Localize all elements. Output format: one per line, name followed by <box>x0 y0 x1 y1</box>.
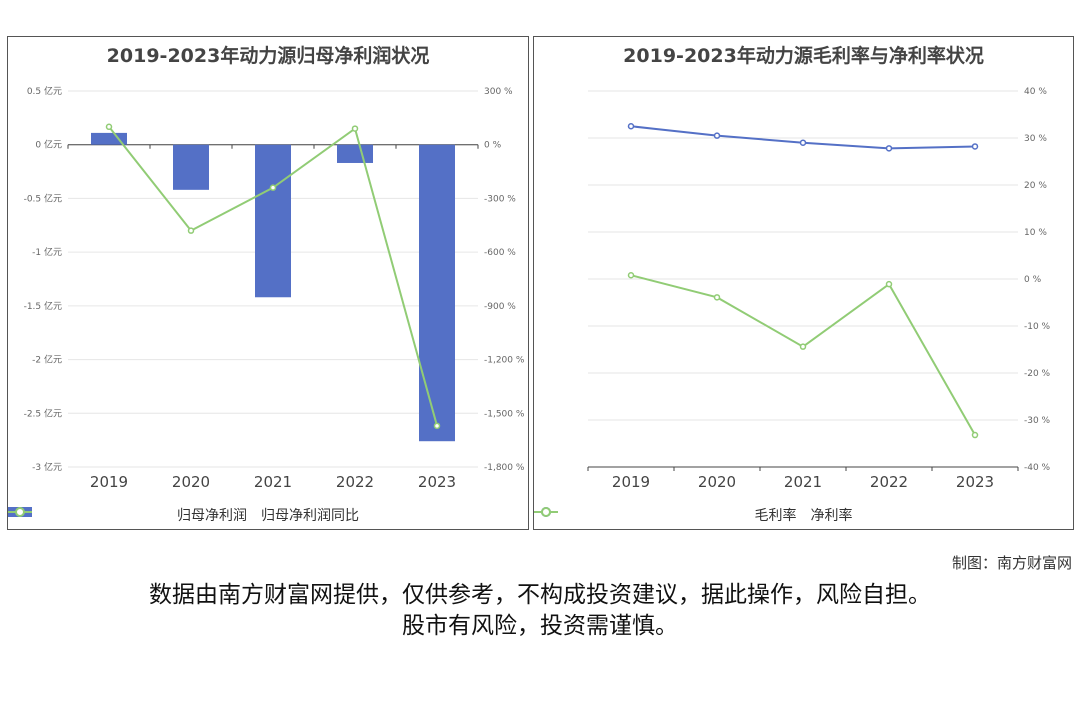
disclaimer: 数据由南方财富网提供，仅供参考，不构成投资建议，据此操作，风险自担。 股市有风险… <box>0 580 1080 642</box>
point-net-profit-yoy-2021 <box>269 184 277 191</box>
x-tick-label: 2021 <box>254 473 292 491</box>
x-tick-label: 2022 <box>870 473 908 491</box>
left-chart-title: 2019-2023年动力源归母净利润状况 <box>106 45 430 67</box>
legend-item-net-profit[interactable]: 归母净利润 <box>8 505 247 525</box>
y-left-tick-label: -2 亿元 <box>32 354 62 366</box>
right-chart-canvas: 40 % 30 % 20 % 10 % 0 % -10 % -20 % -30 % -40 % 2… <box>587 87 1051 491</box>
bar-net-profit-2019 <box>91 132 127 145</box>
right-chart-legend: 毛利率 净利率 <box>534 505 1073 525</box>
y-right-tick-label: 30 % <box>1024 134 1047 144</box>
point-net-margin-2023 <box>971 431 979 439</box>
point-gross-margin-2019 <box>627 123 635 130</box>
legend-item-net-profit-yoy[interactable]: 归母净利润同比 <box>8 505 359 525</box>
bar-net-profit-2022 <box>337 144 373 163</box>
bar-net-profit-2021 <box>255 144 291 298</box>
y-right-tick-label: -1,200 % <box>484 356 525 366</box>
point-net-margin-2019 <box>627 271 635 279</box>
legend-label: 净利率 <box>810 508 853 524</box>
x-tick-label: 2020 <box>698 473 736 491</box>
legend-label: 归母净利润 <box>177 508 247 524</box>
point-net-profit-yoy-2022 <box>351 125 359 132</box>
y-right-tick-label: 300 % <box>484 87 513 97</box>
y-left-tick-label: -2.5 亿元 <box>24 407 62 419</box>
point-gross-margin-2022 <box>885 145 893 152</box>
legend-item-net-margin[interactable]: 净利率 <box>534 505 853 525</box>
bar-net-profit-2020 <box>173 144 209 190</box>
y-right-tick-label: 20 % <box>1024 181 1047 191</box>
legend-line-swatch <box>534 507 558 517</box>
y-right-tick-label: -900 % <box>484 302 516 312</box>
left-chart-canvas: 0.5 亿元 300 % 0 亿元 0 % -0.5 亿元 -300 % -1 亿元 -600… <box>24 85 525 491</box>
x-tick-label: 2023 <box>418 473 456 491</box>
legend-label: 归母净利润同比 <box>261 508 359 524</box>
y-right-tick-label: -1,500 % <box>484 409 525 419</box>
right-chart-title: 2019-2023年动力源毛利率与净利率状况 <box>623 45 984 67</box>
y-left-tick-label: -1.5 亿元 <box>24 300 62 312</box>
line-net-margin <box>630 274 976 436</box>
x-tick-label: 2020 <box>172 473 210 491</box>
y-right-tick-label: -600 % <box>484 248 516 258</box>
bar-net-profit-2023 <box>419 144 455 442</box>
y-right-tick-label: -40 % <box>1024 463 1051 473</box>
point-net-margin-2021 <box>799 343 807 350</box>
x-tick-label: 2022 <box>336 473 374 491</box>
left-chart-legend: 归母净利润 归母净利润同比 <box>8 505 528 525</box>
y-left-tick-label: -0.5 亿元 <box>24 192 62 204</box>
chart-credit: 制图：南方财富网 <box>951 554 1072 572</box>
x-tick-label: 2019 <box>90 473 128 491</box>
y-right-tick-label: -1,800 % <box>484 463 525 473</box>
y-left-tick-label: 0 亿元 <box>35 139 62 151</box>
point-gross-margin-2023 <box>971 143 979 150</box>
point-net-margin-2020 <box>713 294 721 301</box>
y-right-tick-label: 0 % <box>1024 275 1042 285</box>
y-right-tick-label: 10 % <box>1024 228 1047 238</box>
y-right-tick-label: -10 % <box>1024 322 1051 332</box>
x-tick-label: 2021 <box>784 473 822 491</box>
y-right-tick-label: -20 % <box>1024 369 1051 379</box>
left-chart-panel: 0.5 亿元 300 % 0 亿元 0 % -0.5 亿元 -300 % -1 亿元 -600… <box>7 36 529 530</box>
y-left-tick-label: -1 亿元 <box>32 246 62 258</box>
x-tick-label: 2023 <box>956 473 994 491</box>
disclaimer-line-1: 数据由南方财富网提供，仅供参考，不构成投资建议，据此操作，风险自担。 <box>149 582 931 608</box>
point-net-profit-yoy-2023 <box>433 422 441 430</box>
y-right-tick-label: 0 % <box>484 141 502 151</box>
point-gross-margin-2020 <box>713 132 721 139</box>
x-tick-label: 2019 <box>612 473 650 491</box>
legend-line-swatch <box>8 507 32 517</box>
y-right-tick-label: -30 % <box>1024 416 1051 426</box>
point-net-profit-yoy-2020 <box>187 227 195 234</box>
point-gross-margin-2021 <box>799 139 807 146</box>
y-left-tick-label: -3 亿元 <box>32 461 62 473</box>
disclaimer-line-2: 股市有风险，投资需谨慎。 <box>402 613 678 639</box>
y-left-tick-label: 0.5 亿元 <box>27 85 62 97</box>
point-net-margin-2022 <box>885 280 893 288</box>
y-right-tick-label: 40 % <box>1024 87 1047 97</box>
right-chart-panel: 40 % 30 % 20 % 10 % 0 % -10 % -20 % -30 % -40 % 2… <box>533 36 1074 530</box>
point-net-profit-yoy-2019 <box>105 123 113 131</box>
y-right-tick-label: -300 % <box>484 194 516 204</box>
legend-label: 毛利率 <box>754 508 797 524</box>
legend-item-gross-margin[interactable]: 毛利率 <box>534 505 797 525</box>
